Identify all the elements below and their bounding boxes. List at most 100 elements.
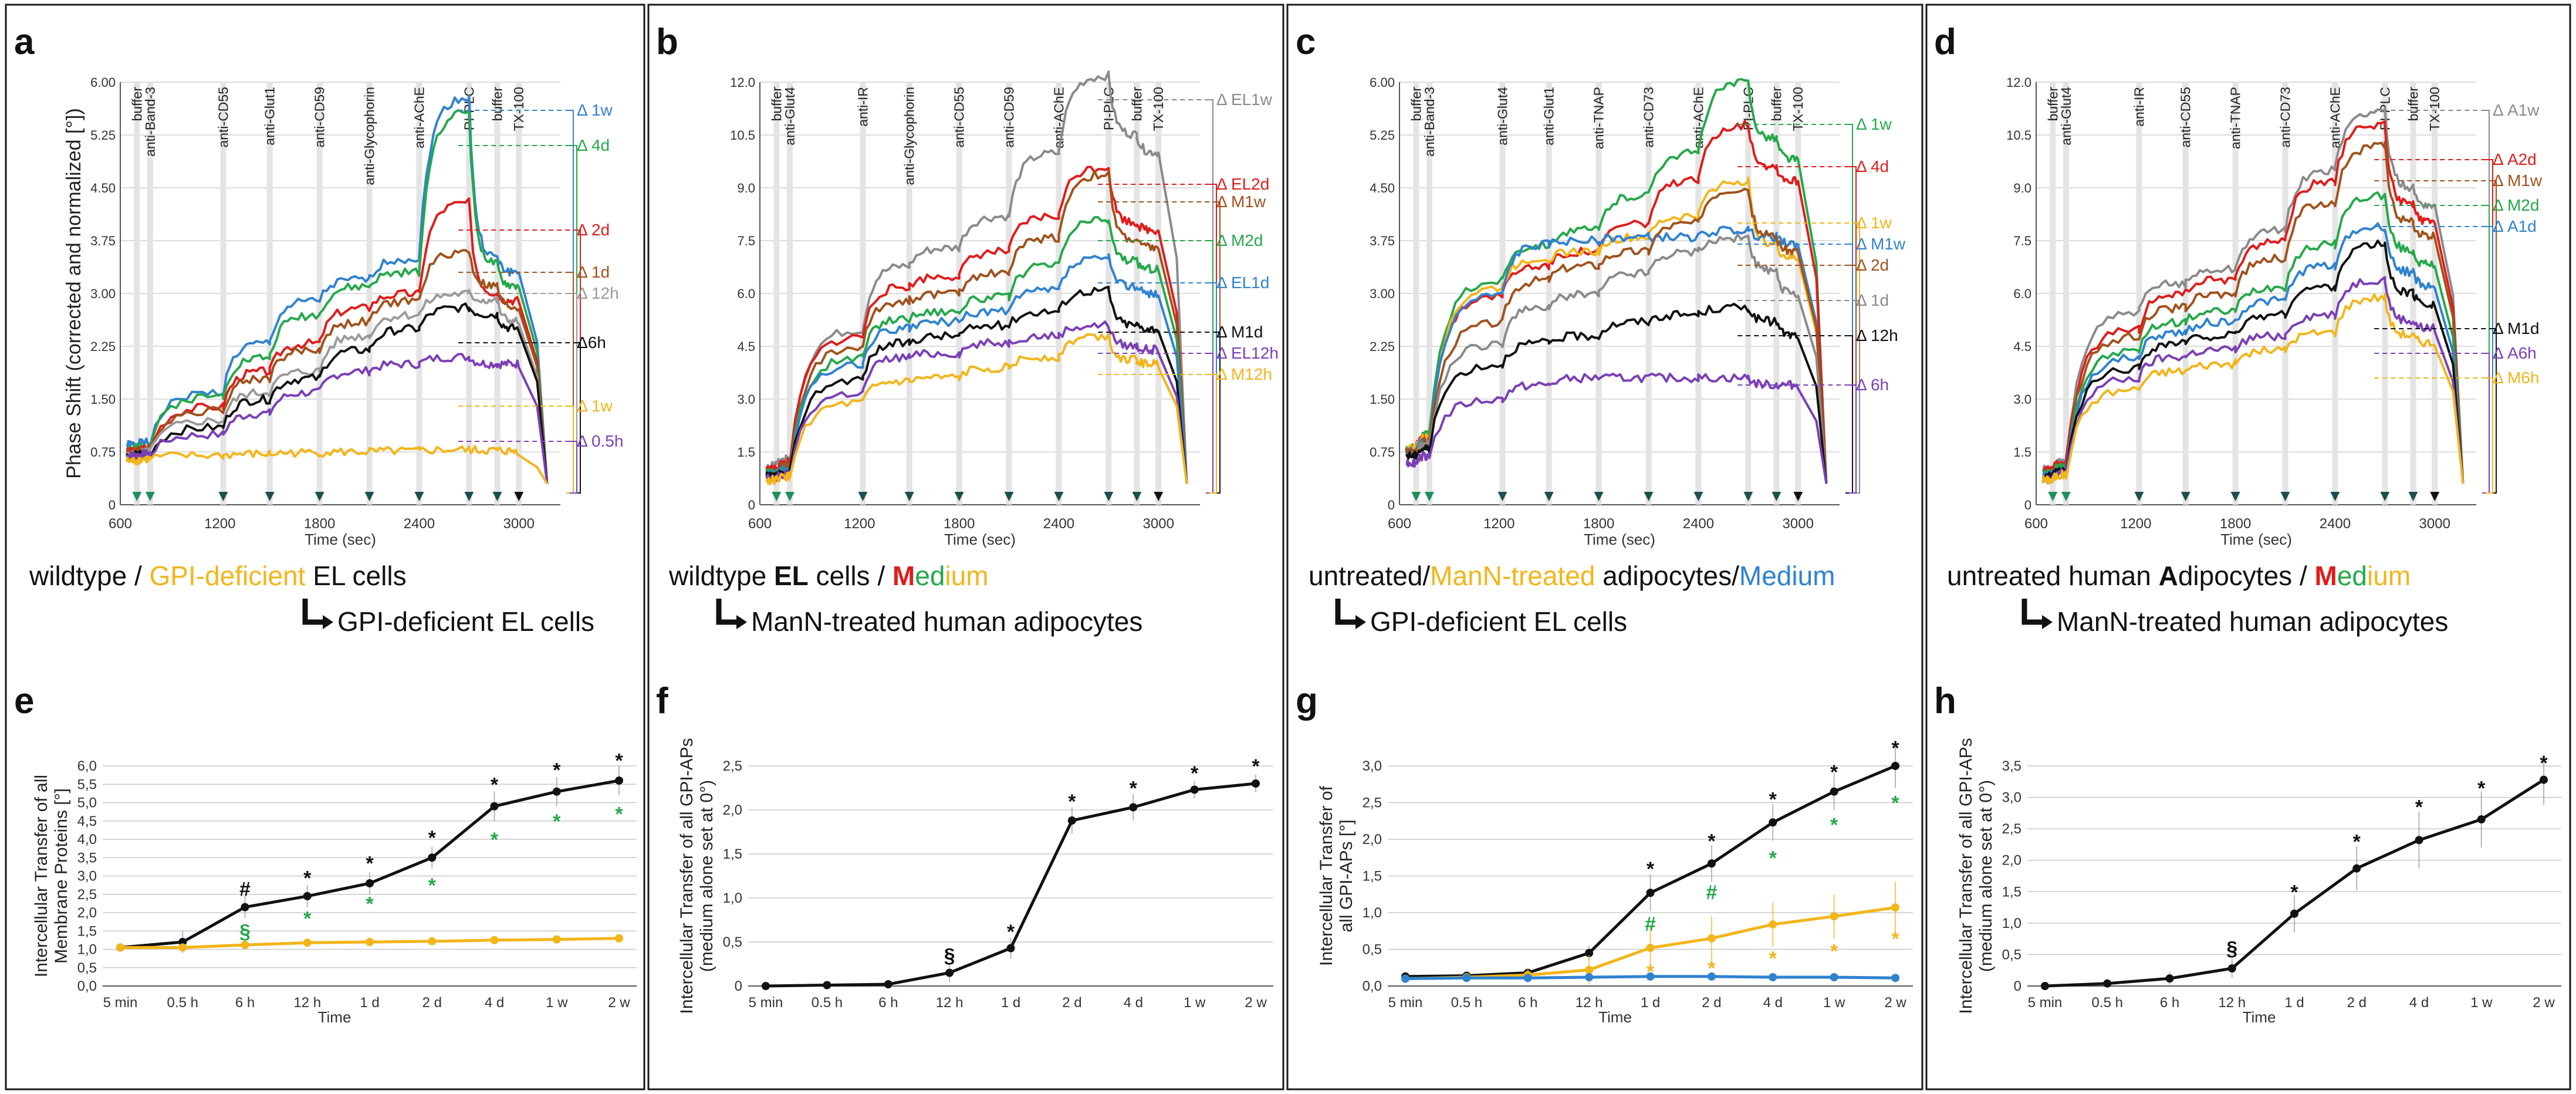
significance-marker: *	[615, 803, 623, 825]
y-tick-label: 10.5	[730, 128, 755, 143]
trace-series-EL1w	[765, 70, 1188, 484]
subcaption-4: ManN-treated human adipocytes	[2057, 606, 2448, 637]
significance-marker: *	[553, 811, 561, 833]
delta-label: Δ A2d	[2493, 150, 2537, 168]
trace-series-M1w	[765, 170, 1188, 484]
injection-marker-icon	[1693, 492, 1703, 501]
x-tick-label: 5 min	[103, 995, 138, 1011]
significance-marker: *	[303, 867, 312, 890]
data-point	[823, 981, 831, 990]
caption-segment: M	[2315, 560, 2337, 591]
delta-label: Δ 1w	[1856, 115, 1892, 133]
y-tick-label: 5.25	[1370, 128, 1395, 143]
delta-label: Δ M1d	[1216, 323, 1263, 341]
y-tick-label: 2.25	[90, 339, 116, 354]
y-tick-label: 0.75	[1370, 445, 1395, 460]
y-tick-label: 2,5	[2002, 821, 2021, 837]
trace-series-A1w	[2042, 107, 2465, 484]
data-point	[1646, 944, 1655, 952]
trace-series-1d	[1405, 233, 1828, 484]
delta-label: Δ 6h	[1856, 376, 1889, 394]
data-point	[884, 980, 893, 988]
x-tick-label: 12 h	[936, 995, 964, 1011]
hook-arrow-icon	[1335, 599, 1361, 625]
x-tick-label: 1800	[304, 516, 335, 532]
delta-label: Δ A1d	[2493, 217, 2537, 235]
data-point	[762, 982, 770, 990]
delta-label: Δ 1d	[1856, 291, 1889, 309]
delta-label: Δ EL1w	[1216, 90, 1273, 109]
y-axis-label: Phase Shift (corrected and normalized [°…	[63, 108, 85, 479]
caption-4: untreated human Adipocytes / Medium	[1947, 560, 2411, 591]
injection-marker-icon	[218, 492, 228, 501]
injection-bar	[1134, 82, 1140, 505]
delta-label: Δ 2d	[1856, 256, 1889, 274]
delta-label: Δ 2d	[577, 221, 610, 239]
y-axis-label-line: (medium alone set at 0°)	[697, 780, 716, 972]
data-point	[1830, 912, 1838, 921]
y-tick-label: 1,5	[77, 923, 97, 939]
injection-marker-icon	[772, 492, 782, 501]
injection-label: anti-AChE	[411, 87, 427, 148]
x-tick-label: 1800	[1583, 516, 1614, 532]
injection-label: buffer	[2045, 87, 2060, 121]
significance-marker: *	[428, 827, 437, 849]
panel-letter-f: f	[656, 681, 668, 721]
data-point	[1646, 889, 1655, 897]
caption-segment: EL	[774, 560, 809, 591]
x-tick-label: 1 d	[1641, 995, 1660, 1011]
significance-marker: *	[1647, 961, 1655, 983]
y-axis-label-line: Intercellular Transfer of all GPI-APs	[677, 738, 697, 1014]
injection-bar	[1155, 82, 1162, 505]
significance-marker: *	[1252, 755, 1260, 778]
delta-label: Δ 1w	[577, 101, 613, 119]
hook-arrow-head-icon	[736, 615, 747, 629]
x-axis-label: Time	[318, 1008, 351, 1026]
delta-label: Δ 12h	[577, 284, 619, 302]
trace-series-1w	[1405, 77, 1828, 484]
injection-marker-icon	[1644, 492, 1654, 501]
y-tick-label: 3,5	[77, 850, 97, 866]
x-tick-label: 5 min	[2028, 995, 2063, 1011]
panel-letter-h: h	[1934, 681, 1956, 721]
y-tick-label: 0.75	[90, 445, 116, 460]
injection-bar	[2282, 82, 2288, 505]
significance-marker: #	[239, 878, 251, 900]
y-tick-label: 3.0	[737, 392, 755, 407]
y-tick-label: 2,0	[723, 802, 742, 818]
data-point	[1585, 973, 1594, 981]
delta-label: Δ6h	[577, 333, 606, 352]
delta-label: Δ 1w	[1856, 214, 1892, 232]
x-tick-label: 0.5 h	[167, 995, 198, 1011]
injection-bar	[906, 82, 912, 505]
y-axis-label: Intercellular Transfer of all GPI-APs(me…	[1956, 738, 1996, 1014]
injection-label: buffer	[489, 87, 505, 121]
injection-bar	[416, 82, 422, 505]
data-point	[1707, 972, 1716, 981]
data-point	[428, 937, 437, 946]
significance-marker: *	[1068, 791, 1076, 813]
injection-label: TX-100	[1151, 87, 1166, 131]
trace-series-M2d	[2041, 191, 2465, 484]
delta-label: Δ EL12h	[1216, 344, 1279, 362]
y-tick-label: 0,5	[723, 934, 742, 950]
injection-marker-icon	[1424, 492, 1434, 501]
caption-segment: A	[2159, 560, 2178, 591]
significance-marker: *	[366, 893, 374, 915]
data-point	[428, 853, 437, 862]
delta-label: Δ 4d	[577, 136, 610, 154]
injection-label: anti-CD59	[1002, 87, 1017, 148]
significance-marker: *	[2415, 796, 2423, 819]
x-tick-label: 0.5 h	[1451, 995, 1482, 1011]
injection-marker-icon	[2408, 492, 2418, 501]
y-tick-label: 3,0	[1363, 758, 1382, 774]
y-tick-label: 2,5	[77, 887, 97, 903]
data-point	[1830, 973, 1838, 981]
trace-series-6h	[1405, 372, 1828, 484]
y-tick-label: 7.5	[2013, 234, 2031, 248]
data-point	[615, 776, 623, 785]
subcaption-1: GPI-deficient EL cells	[337, 606, 594, 637]
data-point	[178, 943, 187, 952]
delta-label: Δ M1w	[2493, 171, 2543, 190]
y-tick-label: 5,0	[77, 795, 97, 811]
